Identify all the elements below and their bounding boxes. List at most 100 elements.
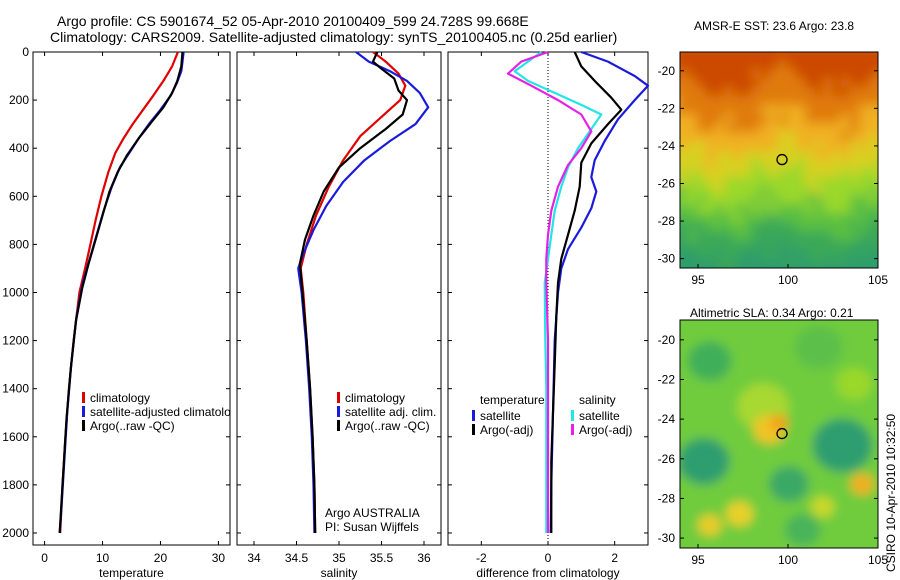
sst-cell [778, 87, 788, 97]
sla-anomaly-blob [768, 466, 809, 503]
sst-cell [805, 69, 815, 79]
sst-cell [796, 141, 806, 151]
sst-cell [706, 213, 716, 223]
sst-cell [688, 141, 698, 151]
sst-cell [688, 42, 698, 52]
sst-cell [823, 231, 833, 241]
x-tick-label: 95 [691, 553, 705, 567]
sst-cell [697, 141, 707, 151]
sst-cell [868, 240, 878, 250]
sst-cell [805, 78, 815, 88]
sst-cell [796, 213, 806, 223]
sst-cell [787, 60, 797, 70]
sst-cell [751, 42, 761, 52]
y-tick-label: 2000 [2, 526, 29, 540]
sst-cell [841, 222, 851, 232]
sst-cell [742, 240, 752, 250]
sst-cell [715, 231, 725, 241]
legend-label: satellite [579, 409, 620, 423]
sst-cell [832, 240, 842, 250]
sst-cell [697, 96, 707, 106]
sla-anomaly-blob [812, 418, 873, 473]
sst-cell [850, 150, 860, 160]
legend-label: climatology [90, 391, 150, 405]
sst-cell [859, 123, 869, 133]
sst-cell [751, 78, 761, 88]
sst-cell [680, 258, 689, 268]
sst-cell [680, 123, 689, 133]
sst-cell [688, 222, 698, 232]
sst-cell [859, 114, 869, 124]
sst-cell [832, 87, 842, 97]
sst-cell [715, 150, 725, 160]
sst-cell [850, 52, 860, 61]
sst-cell [859, 42, 869, 52]
sst-cell [814, 96, 824, 106]
sst-cell [814, 204, 824, 214]
sst-cell [733, 105, 743, 115]
sst-cell [769, 204, 779, 214]
legend-swatch [472, 424, 475, 435]
sst-cell [832, 141, 842, 151]
sst-cell [680, 132, 689, 142]
sst-cell [706, 204, 716, 214]
sst-cell [859, 132, 869, 142]
sst-cell [823, 42, 833, 52]
sst-cell [751, 249, 761, 259]
panel-annotation: PI: Susan Wijffels [325, 520, 419, 534]
sst-cell [706, 159, 716, 169]
sst-cell [805, 159, 815, 169]
legend-swatch [82, 392, 85, 403]
sst-cell [841, 204, 851, 214]
sst-cell [859, 52, 869, 61]
sst-cell [778, 222, 788, 232]
sst-cell [814, 276, 824, 286]
sst-cell [850, 159, 860, 169]
sst-cell [751, 52, 761, 61]
sst-cell [868, 195, 878, 205]
sst-cell [886, 105, 896, 115]
sst-cell [724, 42, 734, 52]
sst-cell [688, 52, 698, 61]
sst-cell [751, 114, 761, 124]
sst-cell [823, 150, 833, 160]
sst-cell [796, 87, 806, 97]
sst-cell [769, 114, 779, 124]
sst-cell [841, 231, 851, 241]
sst-cell [688, 69, 698, 79]
sst-cell [715, 195, 725, 205]
legend-label: Argo(-adj) [579, 423, 632, 437]
sst-cell [760, 204, 770, 214]
sst-cell [787, 132, 797, 142]
sst-cell [697, 132, 707, 142]
sst-cell [724, 52, 734, 61]
sst-cell [680, 150, 689, 160]
legend-swatch [571, 424, 574, 435]
sst-cell [751, 186, 761, 196]
sst-cell [742, 114, 752, 124]
sst-cell [796, 204, 806, 214]
sst-cell [886, 258, 896, 268]
sst-cell [706, 87, 716, 97]
sst-cell [724, 96, 734, 106]
sst-cell [787, 42, 797, 52]
sst-cell [715, 52, 725, 61]
sst-cell [670, 276, 680, 286]
sst-cell [832, 159, 842, 169]
sst-cell [778, 60, 788, 70]
sst-cell [796, 231, 806, 241]
sst-cell [823, 69, 833, 79]
sst-cell [850, 42, 860, 52]
sst-cell [769, 159, 779, 169]
y-tick-label: 600 [9, 189, 29, 203]
sst-cell [680, 195, 689, 205]
sst-cell [805, 150, 815, 160]
sst-cell [778, 249, 788, 259]
sst-cell [742, 69, 752, 79]
sst-cell [850, 114, 860, 124]
sst-cell [805, 105, 815, 115]
sst-cell [715, 105, 725, 115]
sst-cell [706, 195, 716, 205]
sst-cell [778, 132, 788, 142]
sst-cell [832, 150, 842, 160]
